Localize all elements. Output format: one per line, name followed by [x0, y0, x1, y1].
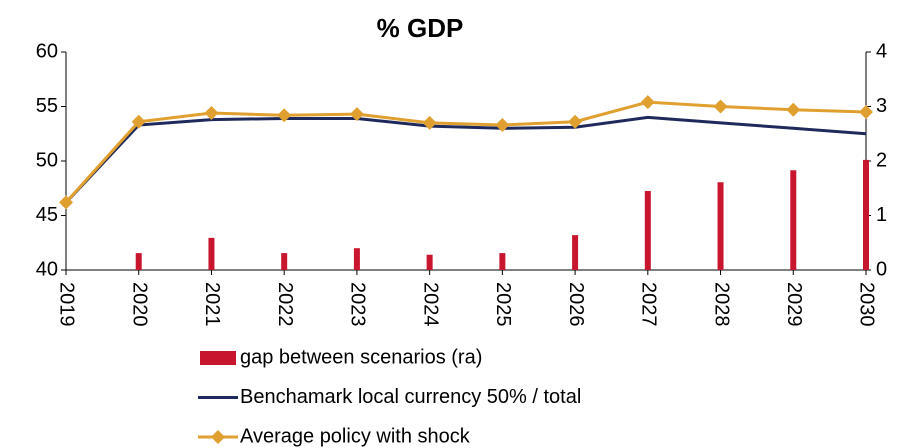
line [64, 100, 867, 204]
legend-swatch [200, 351, 236, 365]
bar [281, 253, 288, 270]
bar [426, 254, 433, 270]
marker [131, 114, 146, 129]
bar [790, 170, 797, 270]
bar [717, 182, 724, 270]
x-tick-label: 2021 [201, 282, 223, 327]
marker [277, 108, 292, 123]
y2-tick-label: 0 [876, 258, 887, 280]
bar [644, 190, 651, 270]
y-tick-label: 50 [36, 149, 58, 171]
bar [135, 253, 142, 270]
bar [572, 235, 579, 270]
x-tick-label: 2029 [783, 282, 805, 327]
y-tick-label: 60 [36, 40, 58, 62]
bar [208, 237, 215, 270]
y-tick-label: 40 [36, 258, 58, 280]
bar [863, 159, 869, 270]
y2-tick-label: 3 [876, 95, 887, 117]
x-tick-label: 2025 [492, 282, 514, 327]
marker [349, 107, 364, 122]
marker [640, 95, 655, 110]
y2-tick-label: 4 [876, 40, 887, 62]
marker [713, 99, 728, 114]
legend-marker [211, 430, 225, 444]
marker [568, 114, 583, 129]
bar [353, 248, 360, 270]
y-tick-label: 45 [36, 204, 58, 226]
bar [499, 253, 506, 270]
y2-tick-label: 1 [876, 204, 887, 226]
marker [422, 115, 437, 130]
marker [495, 118, 510, 133]
legend-label: gap between scenarios (ra) [240, 346, 482, 368]
x-tick-label: 2028 [710, 282, 732, 327]
x-tick-label: 2020 [128, 282, 150, 327]
chart-title: % GDP [377, 13, 464, 43]
legend-label: Benchamark local currency 50% / total [240, 386, 581, 408]
x-tick-label: 2024 [419, 282, 441, 327]
legend-label: Average policy with shock [240, 425, 471, 447]
y-tick-label: 55 [36, 95, 58, 117]
marker [786, 102, 801, 117]
line [64, 115, 867, 204]
y2-tick-label: 2 [876, 149, 887, 171]
marker [204, 106, 219, 121]
marker [59, 195, 73, 210]
x-tick-label: 2026 [565, 282, 587, 327]
x-tick-label: 2022 [274, 282, 296, 327]
x-tick-label: 2030 [856, 282, 878, 327]
x-tick-label: 2027 [638, 282, 660, 327]
x-tick-label: 2023 [347, 282, 369, 327]
x-tick-label: 2019 [56, 282, 78, 327]
marker [859, 104, 873, 119]
